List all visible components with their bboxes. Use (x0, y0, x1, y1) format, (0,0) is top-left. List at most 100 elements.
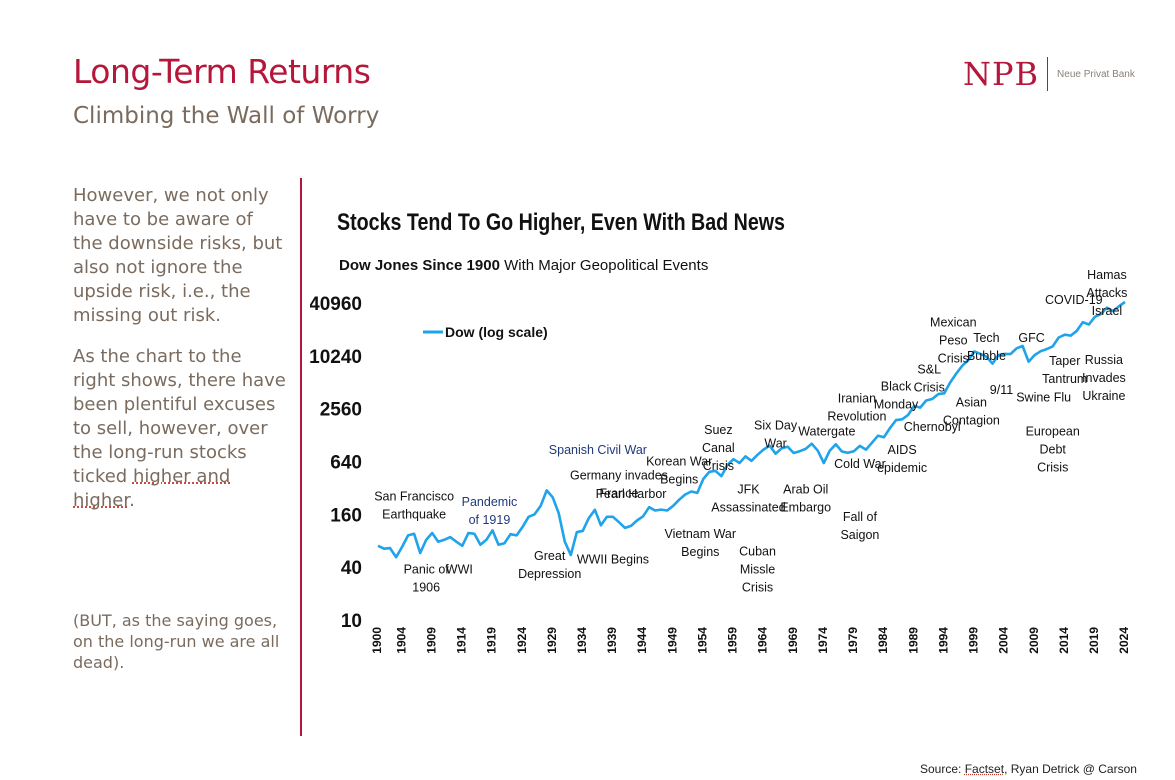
annotation-line: Asian (956, 396, 987, 410)
source-suffix: , Ryan Detrick @ Carson (1004, 762, 1137, 776)
annotation-line: COVID-19 (1045, 293, 1103, 307)
annotation-line: Ukraine (1082, 389, 1125, 403)
annotation-line: Korean War (646, 454, 712, 468)
y-axis-ticks: 10 40 160 640 2560 10240 40960 (310, 294, 362, 632)
annotation-line: Mexican (930, 316, 977, 330)
annotation-line: San Francisco (374, 490, 454, 504)
annotation-line: Tech (973, 331, 999, 345)
page-title: Long-Term Returns (73, 52, 371, 91)
annotation-line: Assassinated (711, 501, 785, 515)
annotation-line: Israel (1092, 304, 1123, 318)
annotation-line: Panic of (404, 562, 450, 576)
event-annotation: Cuban Missle Crisis (739, 545, 776, 595)
annotation-line: 9/11 (990, 383, 1013, 397)
event-annotation: Russia Invades Ukraine (1082, 353, 1126, 403)
x-tick-label: 1989 (906, 627, 920, 654)
annotation-line: Invades (1082, 371, 1126, 385)
event-annotation: Great Depression (518, 549, 581, 581)
annotation-line: Canal (702, 441, 735, 455)
x-tick-label: 1949 (665, 627, 679, 654)
annotation-line: Embargo (780, 501, 831, 515)
event-annotation: AIDS epidemic (877, 443, 927, 475)
x-tick-label: 1974 (816, 627, 830, 654)
annotation-line: 1906 (412, 580, 440, 594)
annotation-line: Cuban (739, 545, 776, 559)
event-annotation: Korean War Begins (646, 454, 712, 486)
event-annotation: Hamas Attacks Israel (1086, 268, 1127, 318)
logo-separator (1047, 57, 1049, 91)
annotation-line: Begins (681, 545, 719, 559)
page-subtitle: Climbing the Wall of Worry (73, 103, 380, 129)
x-tick-label: 2009 (1027, 627, 1041, 654)
annotation-line: Earthquake (382, 508, 446, 522)
x-tick-label: 1959 (726, 627, 740, 654)
annotation-line: WWII Begins (577, 553, 649, 567)
chart-commentary-paragraph: As the chart to the right shows, there h… (73, 345, 288, 513)
x-tick-label: 1954 (695, 627, 709, 654)
annotation-line: Chernobyl (904, 420, 961, 434)
logo-mark: NPB (963, 55, 1040, 93)
annotation-line: Cold War (834, 457, 886, 471)
annotation-line: Tantrum (1042, 372, 1087, 386)
source-note: Source: Factset, Ryan Detrick @ Carson (920, 762, 1137, 776)
x-tick-label: 1984 (876, 627, 890, 654)
brand-logo: NPB Neue Privat Bank (963, 55, 1135, 93)
event-annotation: Panic of 1906 (404, 562, 450, 594)
annotation-line: Pandemic (462, 495, 518, 509)
annotation-line: GFC (1018, 331, 1044, 345)
commentary-end: . (129, 490, 135, 511)
annotation-line: Peso (939, 334, 968, 348)
event-annotation: Watergate (798, 424, 855, 438)
annotation-line: S&L (917, 363, 941, 377)
annotation-line: Crisis (742, 581, 773, 595)
y-tick-label: 10 (341, 611, 362, 632)
annotation-line: Hamas (1087, 268, 1127, 282)
x-tick-label: 1999 (967, 627, 981, 654)
x-tick-label: 1994 (936, 627, 950, 654)
annotation-line: Iranian (838, 392, 876, 406)
event-annotation: Iranian Revolution (827, 392, 886, 424)
annotation-line: Spanish Civil War (549, 443, 647, 457)
event-annotation: Tech Bubble (967, 331, 1006, 363)
source-link[interactable]: Factset (964, 762, 1005, 776)
y-tick-label: 640 (330, 453, 362, 474)
x-tick-label: 1919 (485, 627, 499, 654)
annotation-line: Arab Oil (783, 483, 828, 497)
annotation-line: Crisis (914, 381, 945, 395)
event-annotation: GFC (1018, 331, 1044, 345)
y-tick-label: 40960 (310, 294, 362, 315)
annotation-line: Begins (660, 472, 698, 486)
event-annotation: Chernobyl (904, 420, 961, 434)
annotation-line: Crisis (1037, 461, 1068, 475)
annotation-line: Swine Flu (1016, 390, 1071, 404)
annotation-line: Six Day (754, 419, 798, 433)
annotation-line: Russia (1085, 353, 1123, 367)
y-tick-label: 160 (330, 505, 362, 526)
annotation-line: France (600, 486, 639, 500)
annotation-line: Fall of (843, 510, 878, 524)
event-annotation: Six Day War (754, 419, 798, 451)
x-tick-label: 1904 (394, 627, 408, 654)
x-tick-label: 2019 (1087, 627, 1101, 654)
x-tick-label: 2024 (1117, 627, 1131, 654)
annotation-line: Attacks (1086, 286, 1127, 300)
event-annotation: Asian Contagion (943, 396, 1000, 428)
intro-paragraph: However, we not only have to be aware of… (73, 185, 283, 326)
annotation-line: Contagion (943, 414, 1000, 428)
vertical-divider (300, 178, 302, 736)
event-annotation: Germany invades France (570, 468, 668, 500)
y-tick-label: 10240 (310, 347, 362, 368)
source-prefix: Source: (920, 762, 965, 776)
event-annotation: Taper Tantrum (1042, 354, 1087, 386)
x-tick-label: 1909 (424, 627, 438, 654)
annotation-line: JFK (737, 483, 760, 497)
event-annotation: European Debt Crisis (1026, 425, 1080, 475)
x-tick-label: 2004 (997, 627, 1011, 654)
event-annotation: Black Monday (874, 380, 919, 412)
annotation-line: Crisis (938, 352, 969, 366)
annotation-line: epidemic (877, 461, 927, 475)
x-tick-label: 1900 (370, 627, 384, 654)
event-annotation: Vietnam War Begins (665, 527, 737, 559)
event-annotation: JFK Assassinated (711, 483, 785, 515)
annotation-line: Missle (740, 563, 775, 577)
